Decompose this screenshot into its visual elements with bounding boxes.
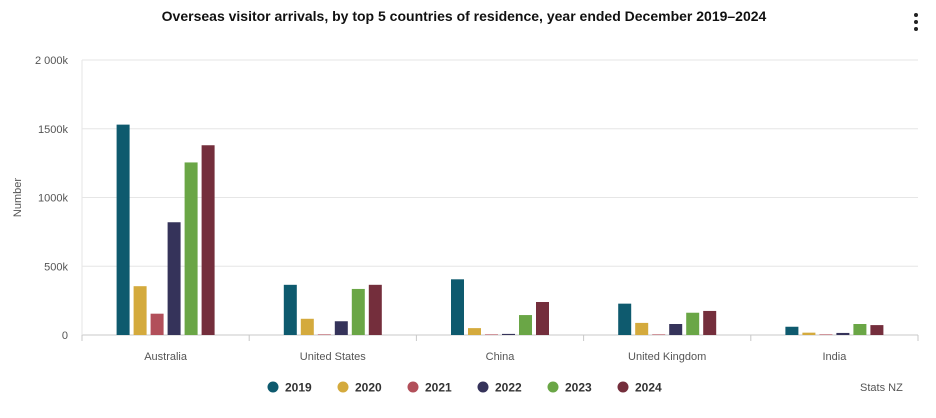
y-tick-label: 500k <box>44 261 68 273</box>
y-tick-label: 1500k <box>38 124 68 136</box>
bar-2022-united-kingdom <box>669 324 683 335</box>
chart-title: Overseas visitor arrivals, by top 5 coun… <box>162 8 767 24</box>
bar-2023-china <box>519 315 532 335</box>
bar-2023-united-kingdom <box>686 312 700 335</box>
bar-2019-australia <box>116 124 130 335</box>
more-vertical-icon[interactable] <box>904 10 928 34</box>
bar-2021-india <box>819 334 833 335</box>
bar-2021-china <box>485 334 498 335</box>
bar-2019-china <box>451 279 464 335</box>
legend-label-2019: 2019 <box>285 381 312 395</box>
legend-label-2021: 2021 <box>425 381 452 395</box>
legend-label-2024: 2024 <box>635 381 662 395</box>
y-axis-title: Number <box>12 178 24 217</box>
bar-2024-united-states <box>368 284 382 335</box>
bar-2024-australia <box>201 145 215 335</box>
legend-marker-2019 <box>267 381 279 393</box>
bar-2019-united-kingdom <box>618 303 632 335</box>
legend-label-2023: 2023 <box>565 381 592 395</box>
chart-credit[interactable]: Stats NZ <box>860 382 903 394</box>
bar-2021-australia <box>150 313 164 335</box>
legend-marker-2020 <box>337 381 349 393</box>
bar-2019-united-states <box>283 284 297 335</box>
bar-2020-australia <box>133 286 147 335</box>
bar-2024-united-kingdom <box>703 310 717 335</box>
bar-2022-china <box>502 333 515 335</box>
x-tick-label: Australia <box>144 351 188 363</box>
bar-2023-australia <box>184 162 198 335</box>
bar-2021-united-states <box>317 334 331 335</box>
y-tick-label: 0 <box>62 330 68 342</box>
bar-2019-india <box>785 326 799 335</box>
legend-label-2020: 2020 <box>355 381 382 395</box>
bar-2024-china <box>536 302 549 335</box>
bar-2020-china <box>468 328 481 335</box>
y-tick-label: 1000k <box>38 193 68 205</box>
x-tick-label: United States <box>300 351 367 363</box>
bar-2023-india <box>853 324 867 335</box>
bar-2020-united-kingdom <box>635 322 649 335</box>
legend-marker-2022 <box>477 381 489 393</box>
bar-2020-united-states <box>300 318 314 335</box>
x-tick-label: China <box>486 351 516 363</box>
legend-label-2022: 2022 <box>495 381 522 395</box>
bar-2022-india <box>836 332 850 335</box>
legend-marker-2023 <box>547 381 559 393</box>
x-tick-label: United Kingdom <box>628 351 706 363</box>
bar-2023-united-states <box>351 288 365 335</box>
legend-marker-2024 <box>617 381 629 393</box>
bar-2024-india <box>870 325 884 335</box>
bar-2022-united-states <box>334 321 348 335</box>
y-tick-label: 2 000k <box>35 55 69 67</box>
legend-marker-2021 <box>407 381 419 393</box>
bar-2020-india <box>802 332 816 335</box>
x-tick-label: India <box>822 351 847 363</box>
bar-2022-australia <box>167 222 181 335</box>
bar-2021-united-kingdom <box>652 334 666 335</box>
